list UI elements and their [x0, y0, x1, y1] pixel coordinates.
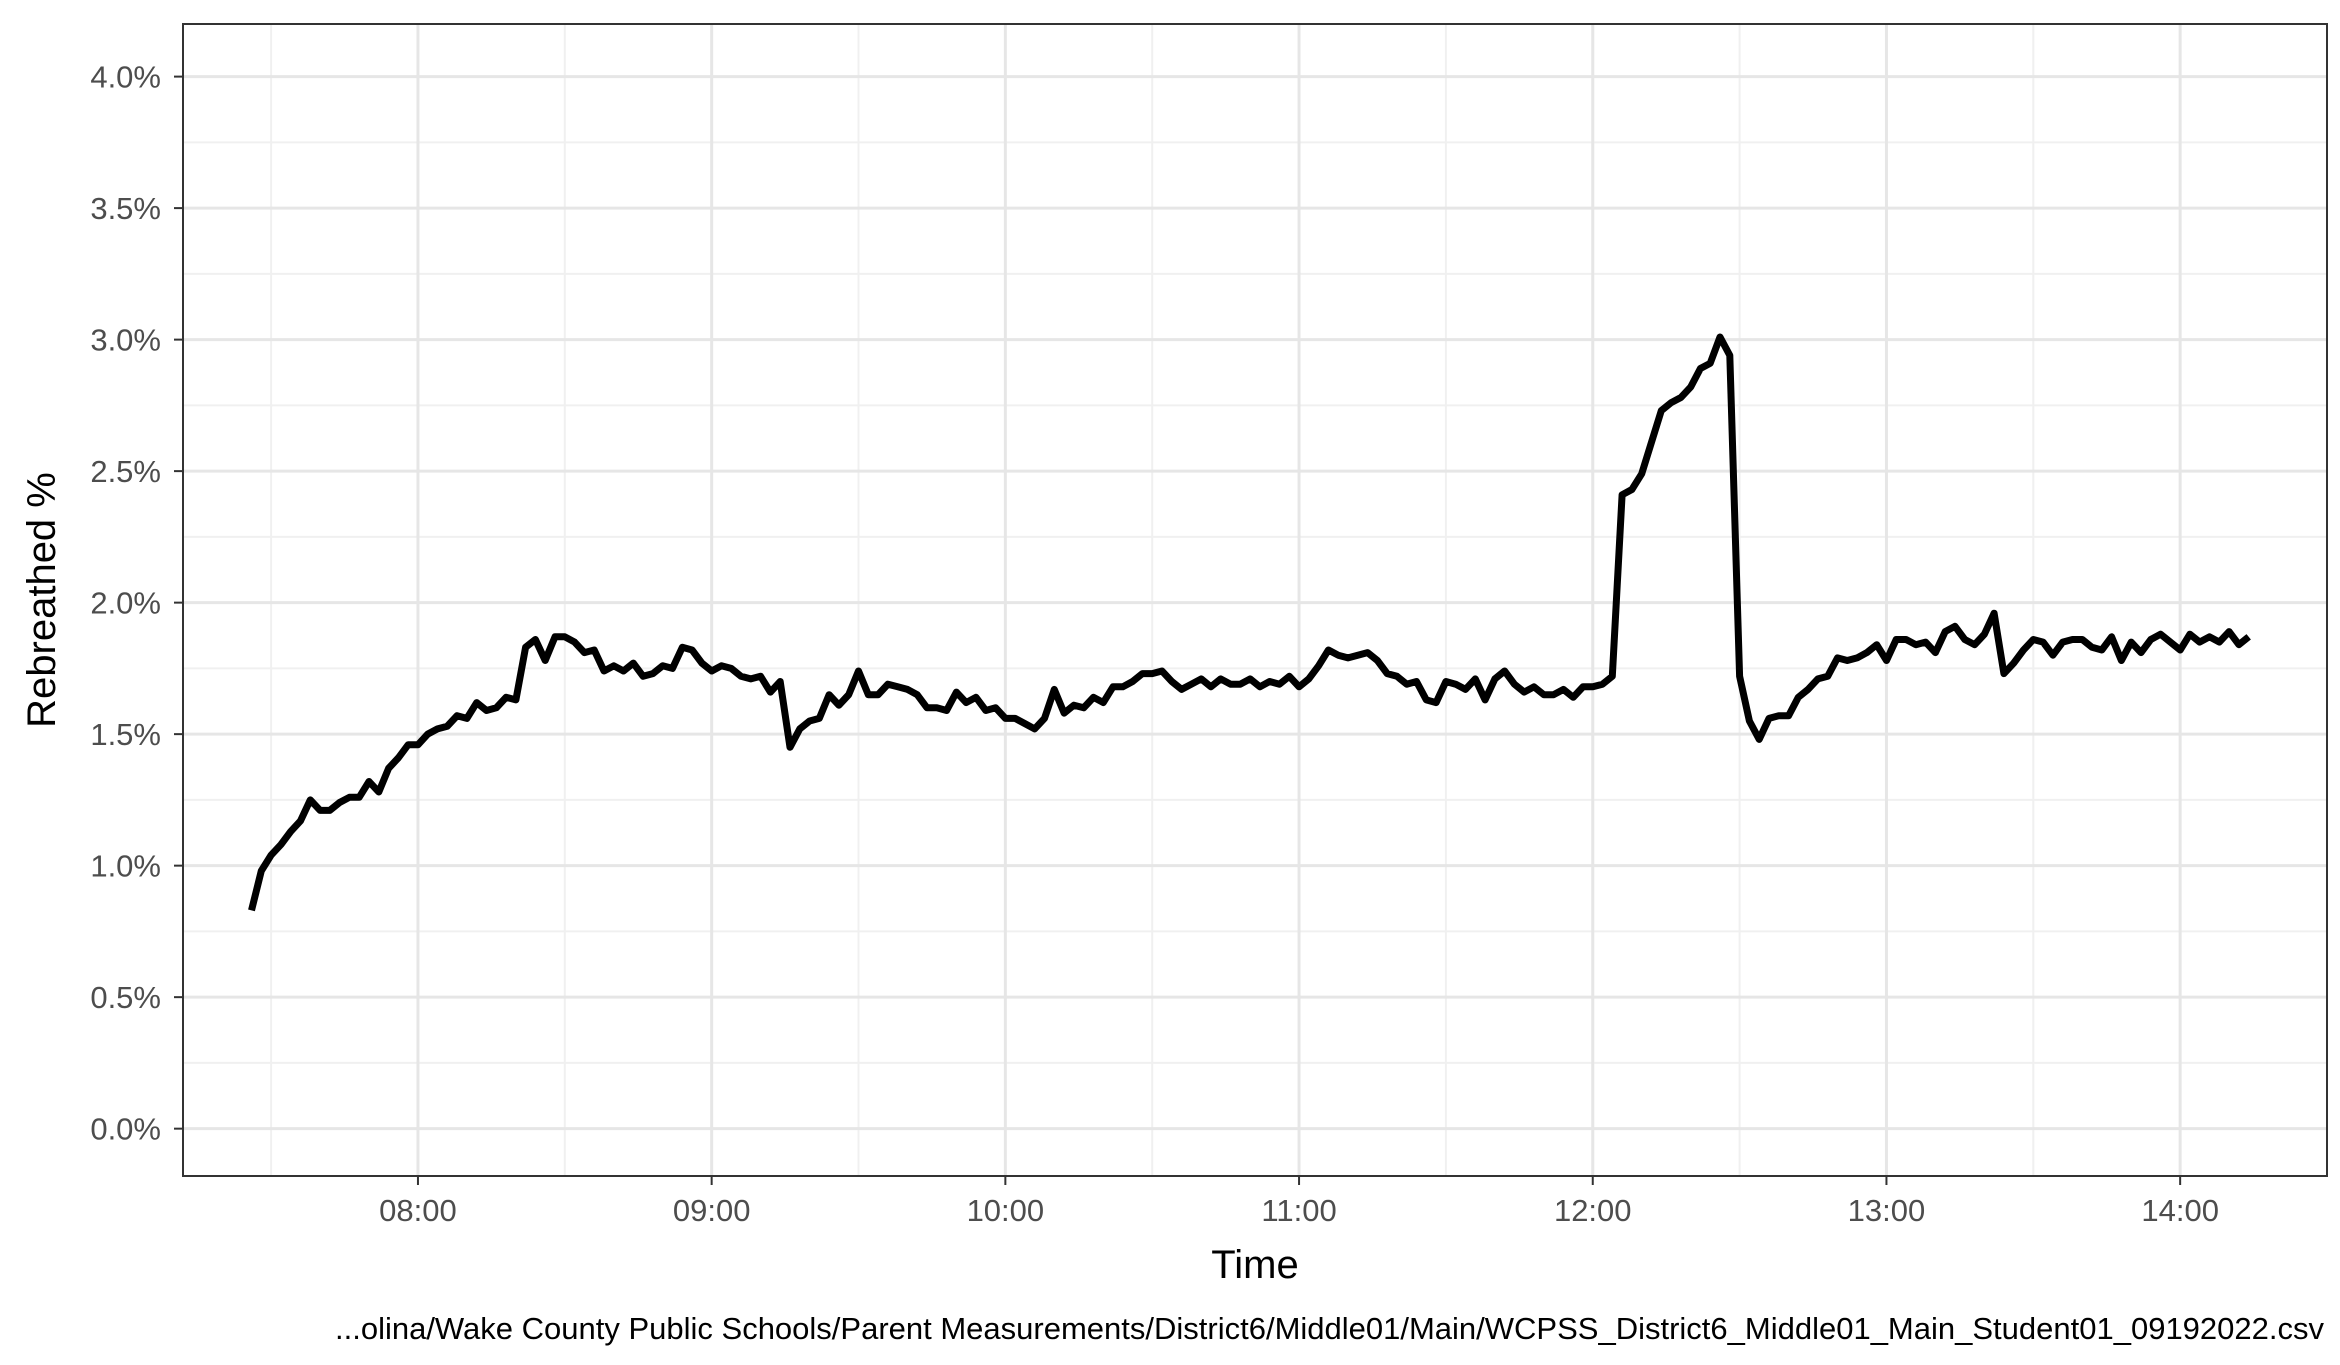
minor-gridlines: [183, 24, 2328, 1176]
y-tick-label: 1.5%: [90, 717, 161, 752]
x-tick-label: 14:00: [2141, 1193, 2219, 1228]
major-gridlines: [183, 24, 2327, 1176]
plot-panel-border: [182, 23, 2328, 1177]
x-tick-label: 12:00: [1554, 1193, 1632, 1228]
data-series: [248, 333, 2251, 912]
y-tick-label: 4.0%: [90, 60, 161, 95]
x-tick-label: 13:00: [1848, 1193, 1926, 1228]
y-tick-label: 0.0%: [90, 1112, 161, 1147]
y-tick-label: 3.5%: [90, 191, 161, 226]
x-tick-label: 11:00: [1261, 1193, 1336, 1228]
x-tick-label: 09:00: [673, 1193, 751, 1228]
y-axis: 0.0% 0.5% 1.0% 1.5% 2.0% 2.5% 3.0% 3.5% 4.0%: [90, 60, 183, 1147]
x-axis-title: Time: [1211, 1243, 1298, 1287]
y-tick-label: 2.0%: [90, 586, 161, 621]
y-axis-title: Rebreathed %: [20, 472, 64, 728]
x-tick-label: 08:00: [379, 1193, 457, 1228]
x-axis: 08:00 09:00 10:00 11:00 12:00 13:00 14:00: [379, 1176, 2219, 1228]
plot-panel-background: [183, 24, 2327, 1176]
y-tick-label: 1.0%: [90, 849, 161, 884]
y-tick-label: 0.5%: [90, 980, 161, 1015]
x-tick-label: 10:00: [967, 1193, 1045, 1228]
series-line: [248, 333, 2251, 912]
chart-caption: ...olina/Wake County Public Schools/Pare…: [335, 1311, 2325, 1346]
y-tick-label: 3.0%: [90, 323, 161, 358]
y-tick-label: 2.5%: [90, 454, 161, 489]
